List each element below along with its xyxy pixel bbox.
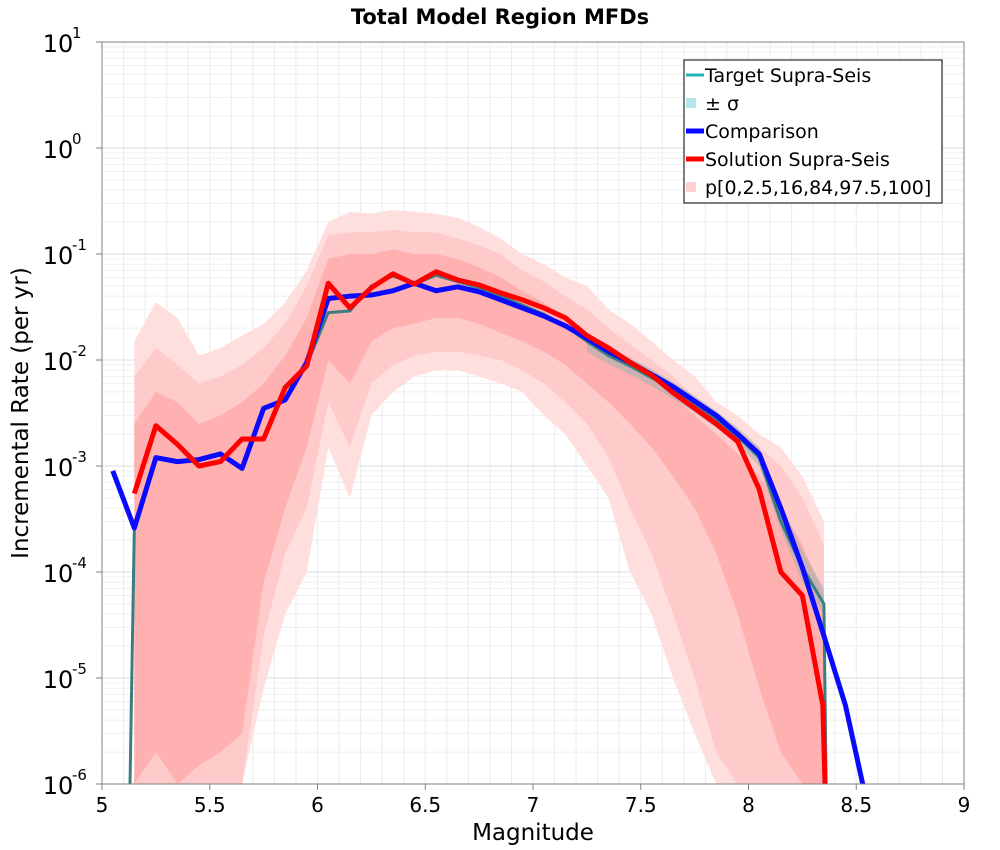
x-tick-label: 9: [958, 793, 971, 817]
y-tick-label: 10: [43, 348, 74, 376]
y-tick-label: 10: [43, 666, 74, 694]
y-tick-exponent: -6: [72, 766, 87, 784]
x-tick-label: 8.5: [840, 793, 872, 817]
y-tick-exponent: -2: [72, 342, 87, 360]
x-tick-label: 6: [311, 793, 324, 817]
x-axis: 5 5.5 6 6.5 7 7.5 8 8.5 9: [96, 784, 971, 817]
x-tick-label: 5.5: [194, 793, 226, 817]
y-tick-label: 10: [43, 454, 74, 482]
y-tick-exponent: -4: [72, 554, 87, 572]
legend-entry-label: Comparison: [705, 121, 819, 143]
legend-entry-label: p[0,2.5,16,84,97.5,100]: [705, 177, 931, 199]
y-tick-exponent: -1: [72, 236, 87, 254]
sigma-band: [586, 332, 824, 615]
y-tick-label: 10: [43, 242, 74, 270]
y-tick-label: 10: [43, 136, 74, 164]
y-tick-exponent: -5: [72, 660, 87, 678]
legend-swatch: [686, 98, 696, 108]
legend-entry-label: Target Supra-Seis: [704, 65, 871, 87]
legend-entry-label: ± σ: [705, 93, 739, 115]
x-tick-label: 5: [96, 793, 109, 817]
x-axis-label: Magnitude: [472, 820, 594, 846]
x-tick-label: 6.5: [409, 793, 441, 817]
y-tick-exponent: -3: [72, 448, 87, 466]
legend-swatch: [686, 182, 696, 192]
y-tick-label: 10: [43, 772, 74, 800]
y-tick-exponent: 1: [72, 24, 82, 42]
x-tick-label: 7: [527, 793, 540, 817]
x-tick-label: 7.5: [625, 793, 657, 817]
y-tick-label: 10: [43, 30, 74, 58]
legend-box: [683, 59, 943, 204]
series-lines: [110, 269, 866, 784]
legend-entry-label: Solution Supra-Seis: [705, 149, 890, 171]
chart-title: Total Model Region MFDs: [351, 5, 649, 29]
y-tick-label: 10: [43, 560, 74, 588]
legend: Target Supra-Seis ± σ Comparison Solution S…: [683, 59, 943, 204]
y-tick-exponent: 0: [72, 130, 82, 148]
solution-supra-seis-line: [131, 269, 828, 784]
comparison-line: [110, 280, 866, 784]
y-axis-label: Incremental Rate (per yr): [8, 267, 34, 559]
x-tick-label: 8: [742, 793, 755, 817]
